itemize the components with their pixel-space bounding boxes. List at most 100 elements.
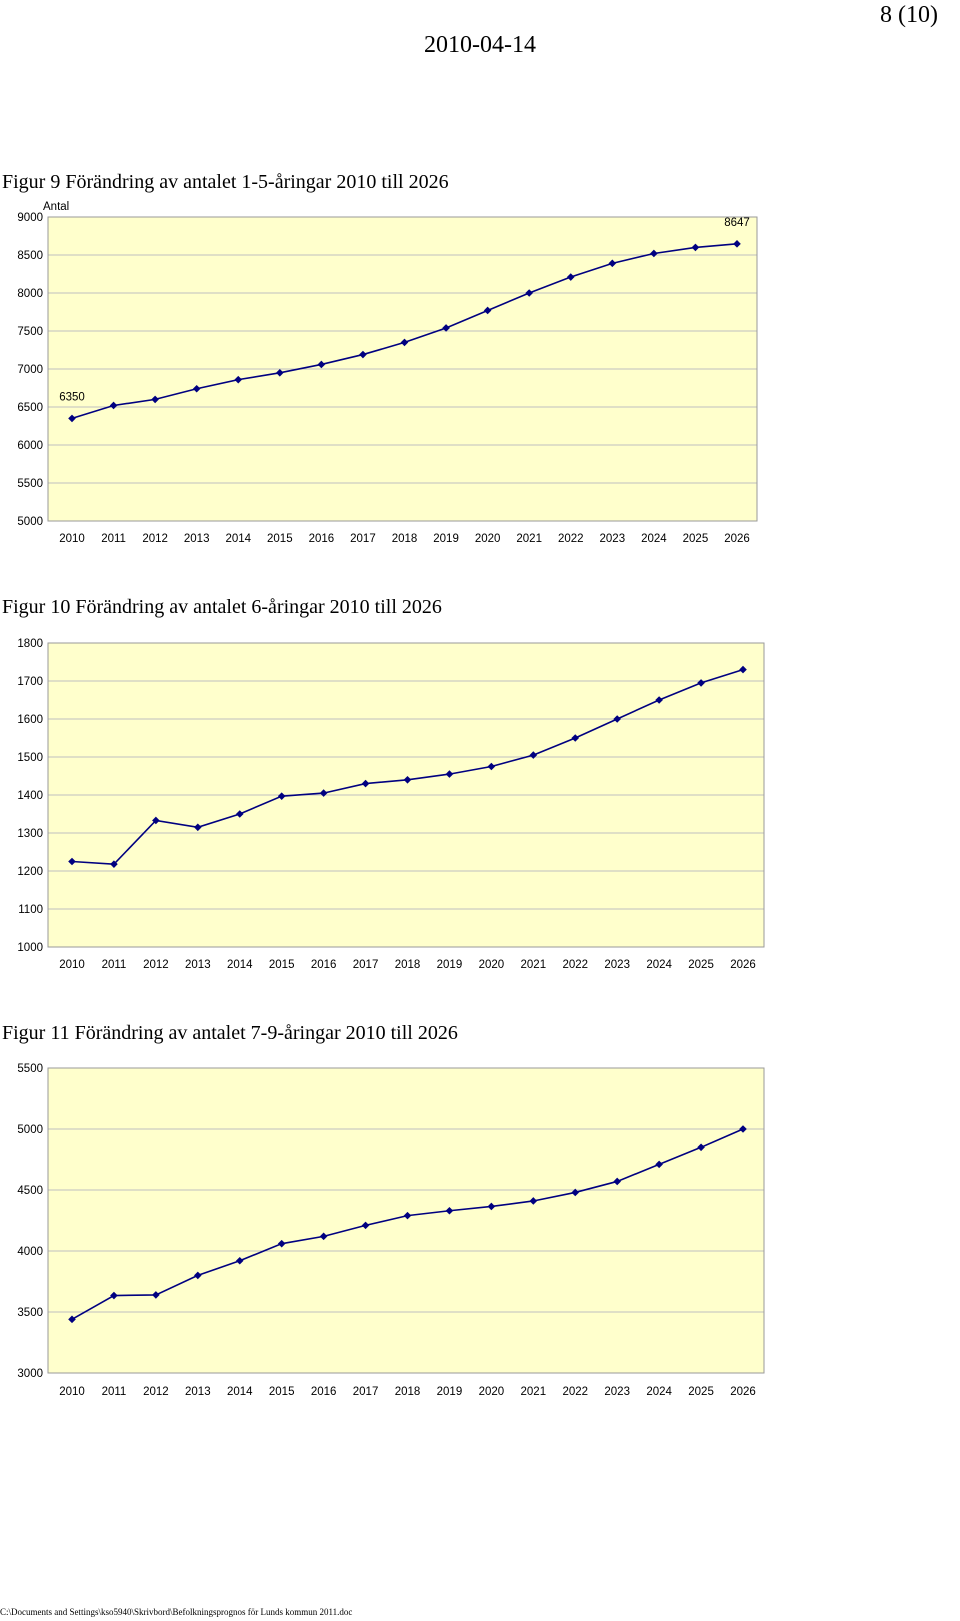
data-point xyxy=(733,240,741,248)
y-tick-label: 1400 xyxy=(17,790,43,802)
y-axis-label: Antal xyxy=(43,201,69,213)
x-tick-label: 2013 xyxy=(185,1386,211,1398)
data-point xyxy=(361,1221,370,1230)
figure-10-chart: 1800 1700 1600 1500 1400 1300 1200 1100 1000 2010… xyxy=(17,638,765,971)
data-point xyxy=(739,665,747,674)
y-tick-label: 1000 xyxy=(17,942,43,954)
data-point xyxy=(194,1271,202,1280)
data-point xyxy=(151,395,159,404)
y-tick-label: 1500 xyxy=(17,752,43,764)
data-point xyxy=(109,401,118,410)
x-tick-label: 2024 xyxy=(641,533,667,545)
data-point xyxy=(525,289,533,297)
x-tick-label: 2019 xyxy=(433,533,459,545)
x-tick-label: 2010 xyxy=(59,533,85,545)
x-tick-label: 2026 xyxy=(730,959,756,971)
y-tick-label: 1200 xyxy=(17,866,43,878)
data-point xyxy=(566,273,575,281)
y-tick-label: 1600 xyxy=(17,714,43,726)
data-point xyxy=(192,384,201,393)
data-point xyxy=(608,259,617,268)
y-tick-label: 6500 xyxy=(17,402,43,414)
data-point xyxy=(319,1232,328,1241)
data-point xyxy=(403,1211,412,1220)
data-point xyxy=(400,338,409,347)
x-tick-label: 2013 xyxy=(185,959,211,971)
x-tick-label: 2021 xyxy=(521,1386,547,1398)
x-tick-label: 2017 xyxy=(350,533,376,545)
x-tick-label: 2020 xyxy=(479,959,505,971)
x-tick-label: 2017 xyxy=(353,959,379,971)
x-tick-label: 2022 xyxy=(558,533,584,545)
data-point xyxy=(739,1125,747,1133)
y-tick-label: 4000 xyxy=(17,1246,43,1258)
data-point xyxy=(277,792,286,800)
data-point xyxy=(655,696,663,704)
x-tick-label: 2019 xyxy=(437,1386,463,1398)
data-point xyxy=(655,1160,663,1169)
x-tick-label: 2010 xyxy=(59,959,85,971)
data-point xyxy=(152,1291,160,1299)
x-tick-label: 2018 xyxy=(395,1386,421,1398)
x-tick-label: 2016 xyxy=(311,1386,337,1398)
data-point xyxy=(529,751,538,759)
y-tick-label: 6000 xyxy=(17,440,43,452)
x-tick-label: 2011 xyxy=(102,1386,127,1398)
x-tick-label: 2019 xyxy=(437,959,463,971)
y-tick-label: 4500 xyxy=(17,1185,43,1197)
y-tick-label: 8500 xyxy=(17,250,43,262)
y-tick-label: 5500 xyxy=(17,478,43,490)
page-number: 8 (10) xyxy=(880,2,938,28)
x-tick-label: 2011 xyxy=(101,533,126,545)
y-tick-label: 1800 xyxy=(17,638,43,650)
x-tick-label: 2015 xyxy=(269,959,295,971)
figure-11-chart: 5500 5000 4500 4000 3500 3000 2010 2011 2012 2013… xyxy=(17,1063,765,1398)
x-tick-label: 2015 xyxy=(269,1386,295,1398)
x-tick-label: 2014 xyxy=(225,533,251,545)
data-label: 6350 xyxy=(59,391,85,403)
x-tick-label: 2024 xyxy=(646,1386,672,1398)
data-point xyxy=(319,789,328,797)
x-tick-label: 2023 xyxy=(604,959,630,971)
footer-file-path: C:\Documents and Settings\kso5940\Skrivb… xyxy=(0,1607,353,1617)
figure-9-chart: 9000 8500 8000 7500 7000 6500 6000 5500 5000 2010… xyxy=(17,201,758,545)
y-tick-label: 9000 xyxy=(17,212,43,224)
data-point xyxy=(691,243,700,252)
y-tick-label: 3000 xyxy=(17,1368,43,1380)
page-date: 2010-04-14 xyxy=(424,32,536,58)
x-tick-label: 2016 xyxy=(309,533,335,545)
x-tick-label: 2014 xyxy=(227,1386,253,1398)
data-point xyxy=(68,414,76,423)
x-tick-label: 2017 xyxy=(353,1386,379,1398)
x-tick-label: 2022 xyxy=(562,1386,588,1398)
data-point xyxy=(613,715,621,723)
data-point xyxy=(613,1177,621,1186)
x-tick-label: 2023 xyxy=(604,1386,630,1398)
figure-9-title: Figur 9 Förändring av antalet 1-5-åringa… xyxy=(2,171,449,193)
x-tick-label: 2010 xyxy=(59,1386,85,1398)
x-tick-label: 2026 xyxy=(724,533,750,545)
data-label: 8647 xyxy=(724,217,750,229)
y-tick-label: 5000 xyxy=(17,516,43,528)
x-tick-label: 2016 xyxy=(311,959,337,971)
data-point xyxy=(359,350,367,359)
x-tick-label: 2012 xyxy=(143,1386,169,1398)
x-tick-label: 2012 xyxy=(143,959,169,971)
figure-11-title: Figur 11 Förändring av antalet 7-9-åring… xyxy=(2,1022,458,1044)
x-tick-label: 2013 xyxy=(184,533,210,545)
x-tick-label: 2024 xyxy=(646,959,672,971)
data-point xyxy=(234,375,243,384)
x-tick-label: 2018 xyxy=(392,533,418,545)
x-tick-label: 2025 xyxy=(688,959,714,971)
data-point xyxy=(152,816,160,825)
x-tick-label: 2011 xyxy=(102,959,127,971)
y-tick-label: 3500 xyxy=(17,1307,43,1319)
x-tick-label: 2025 xyxy=(683,533,709,545)
y-tick-label: 7000 xyxy=(17,364,43,376)
plot-border xyxy=(47,216,758,522)
data-point xyxy=(110,860,118,868)
plot-border xyxy=(47,642,765,948)
x-tick-label: 2025 xyxy=(688,1386,714,1398)
x-tick-label: 2021 xyxy=(521,959,547,971)
data-point xyxy=(571,734,580,742)
